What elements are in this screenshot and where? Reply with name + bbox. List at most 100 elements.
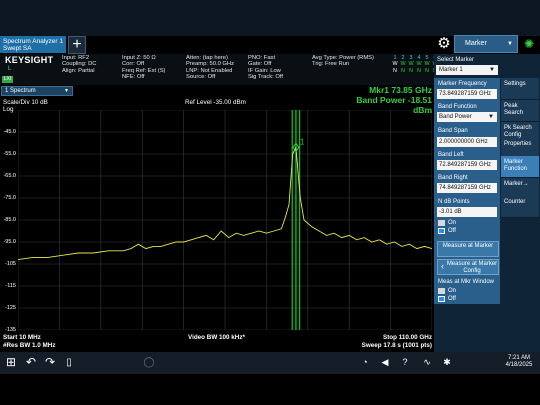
sig-track: Sig Track: Off <box>248 74 284 81</box>
band-function-dropdown[interactable]: Band Power ▼ <box>437 112 497 122</box>
select-marker-value: Marker 1 <box>439 67 463 73</box>
file-icon[interactable]: ▯ <box>66 357 72 368</box>
tab-subtitle: Swept SA <box>3 45 32 52</box>
chevron-down-icon: ▼ <box>64 88 69 94</box>
marker-diamond <box>292 142 300 153</box>
preamp: Preamp: 50.0 GHz <box>186 61 235 68</box>
undo-icon[interactable]: ↶ <box>25 355 37 369</box>
sweep-time[interactable]: Sweep 17.8 s (1001 pts) <box>361 342 432 349</box>
chevron-down-icon: ▼ <box>507 41 513 47</box>
band-span-label: Band Span <box>438 128 468 134</box>
info-bar <box>0 54 434 85</box>
nfe: NFE: Off <box>122 74 145 81</box>
avg-settings[interactable]: Avg Type: Power (RMS) Trig: Free Run <box>312 55 374 68</box>
add-tab-button[interactable]: + <box>68 36 86 54</box>
band-left-input[interactable]: 72.849287159 GHz <box>437 160 497 170</box>
windows-start-icon[interactable]: ⊞ <box>5 355 17 369</box>
pno: PNO: Fast <box>248 55 276 61</box>
y-tick-label: -75.0 <box>3 195 16 201</box>
bright-icon[interactable]: ✱ <box>443 357 451 367</box>
radio-selected-icon <box>438 296 445 302</box>
meas-window-off-option[interactable]: Off <box>437 295 467 303</box>
measure-at-marker-config-button[interactable]: ‹ Measure at Marker Config <box>437 259 499 275</box>
atten: Atten: (tap here) <box>186 55 228 61</box>
corr: Corr: Off <box>122 61 145 68</box>
clock-time: 7:21 AM <box>507 355 530 361</box>
trace-type: W <box>424 61 430 68</box>
atten-settings[interactable]: Atten: (tap here) Preamp: 50.0 GHz LNP: … <box>186 55 234 81</box>
menu-select-button[interactable]: Marker ▼ <box>454 35 518 53</box>
marker-frequency-input[interactable]: 73.849287159 GHz <box>437 89 497 99</box>
clock[interactable]: 7:21 AM 4/18/2025 <box>500 355 538 369</box>
side-tab-counter[interactable]: Counter <box>501 196 539 218</box>
chevron-down-icon: ▼ <box>488 114 494 120</box>
y-tick-label: -45.0 <box>3 129 16 135</box>
input-z: Input Z: 50 Ω <box>122 55 156 61</box>
lnp: LNP: Not Enabled <box>186 67 233 74</box>
band-right-input[interactable]: 74.849287159 GHz <box>437 183 497 193</box>
meas-window-on-option[interactable]: On <box>437 287 467 295</box>
trace-num: 5 <box>425 55 429 61</box>
presets-icon[interactable]: ◯ <box>143 357 155 368</box>
band-function-label: Band Function <box>438 104 477 110</box>
radio-icon <box>438 220 445 226</box>
ndb-points-input[interactable]: -3.01 dB <box>437 207 497 217</box>
speaker-icon[interactable]: ◀ <box>381 357 389 367</box>
pno-settings[interactable]: PNO: Fast Gate: Off IF Gain: Low Sig Tra… <box>248 55 283 81</box>
trace-det: N <box>425 67 429 74</box>
ndb-points-label: N dB Points <box>438 199 470 205</box>
trace-num: 3 <box>409 55 413 61</box>
top-bar <box>0 0 540 36</box>
meas-window-toggle[interactable]: On Off <box>437 287 467 304</box>
input-z-settings[interactable]: Input Z: 50 Ω Corr: Off Freq Ref: Ext (S… <box>122 55 166 81</box>
trace-table[interactable]: 1 2 3 4 5 6 W W W W W W N N N N N N <box>392 55 438 74</box>
res-bw[interactable]: #Res BW 1.0 MHz <box>3 342 56 349</box>
trace-line <box>18 145 432 261</box>
meas-at-mkr-window-label: Meas at Mkr Window <box>438 279 495 285</box>
select-marker-dropdown[interactable]: Marker 1 ▼ <box>436 65 498 75</box>
window-select-dropdown[interactable]: 1 Spectrum ▼ <box>1 86 73 96</box>
side-tab-settings[interactable]: Settings <box>501 78 539 100</box>
align: Align: Partial <box>62 67 95 74</box>
trace-det: N <box>393 67 397 74</box>
trace-det: N <box>409 67 413 74</box>
trace-type: W <box>408 61 414 68</box>
ndb-on-option[interactable]: On <box>437 219 467 227</box>
wireless-icon[interactable]: ◔ <box>362 357 368 367</box>
question-icon[interactable]: ? <box>402 357 408 367</box>
side-tab-marker-function[interactable]: Marker Function <box>501 156 539 178</box>
ndb-toggle[interactable]: On Off <box>437 219 467 236</box>
ndb-off-option[interactable]: Off <box>437 227 467 235</box>
ref-level[interactable]: Ref Level -35.00 dBm <box>185 99 246 106</box>
trace-num: 4 <box>417 55 421 61</box>
taskbar <box>0 352 540 374</box>
trace-num: 1 <box>393 55 397 61</box>
trace-icon[interactable]: ∿ <box>423 357 431 367</box>
menu-select-label: Marker <box>465 40 487 47</box>
input-settings[interactable]: Input: RF2 Coupling: DC Align: Partial <box>62 55 96 74</box>
trace-det-row: N N N N N N <box>392 68 438 74</box>
select-marker-label: Select Marker <box>437 57 475 63</box>
y-tick-label: -125 <box>4 305 16 311</box>
source: Source: Off <box>186 74 216 81</box>
measure-at-marker-button[interactable]: Measure at Marker <box>437 241 499 257</box>
start-frequency[interactable]: Start 10 MHz <box>3 334 41 341</box>
stop-frequency[interactable]: Stop 110.00 GHz <box>383 334 432 341</box>
status-star-icon[interactable]: ✺ <box>523 37 535 51</box>
gear-icon[interactable]: ⚙ <box>437 35 451 52</box>
log-label: Log <box>3 106 14 113</box>
spectrum-plot[interactable]: 1 <box>18 110 432 330</box>
side-tab-peak-search[interactable]: Peak Search <box>501 100 539 122</box>
trig: Trig: Free Run <box>312 61 350 68</box>
band-span-input[interactable]: 2.000000000 GHz <box>437 137 497 147</box>
band-right-label: Band Right <box>438 175 468 181</box>
trace-type: W <box>392 61 398 68</box>
video-bw[interactable]: Video BW 100 kHz* <box>188 334 245 341</box>
window-select-value: 1 Spectrum <box>5 88 36 94</box>
redo-icon[interactable]: ↷ <box>44 355 56 369</box>
gate: Gate: Off <box>248 61 272 68</box>
marker-frequency-label: Marker Frequency <box>438 81 487 87</box>
y-tick-label: -65.0 <box>3 173 16 179</box>
y-axis: -45.0 -55.0 -65.0 -75.0 -85.0 -95.0 -105… <box>0 110 18 333</box>
tab-spectrum-analyzer[interactable]: Spectrum Analyzer 1 Swept SA <box>0 36 66 53</box>
